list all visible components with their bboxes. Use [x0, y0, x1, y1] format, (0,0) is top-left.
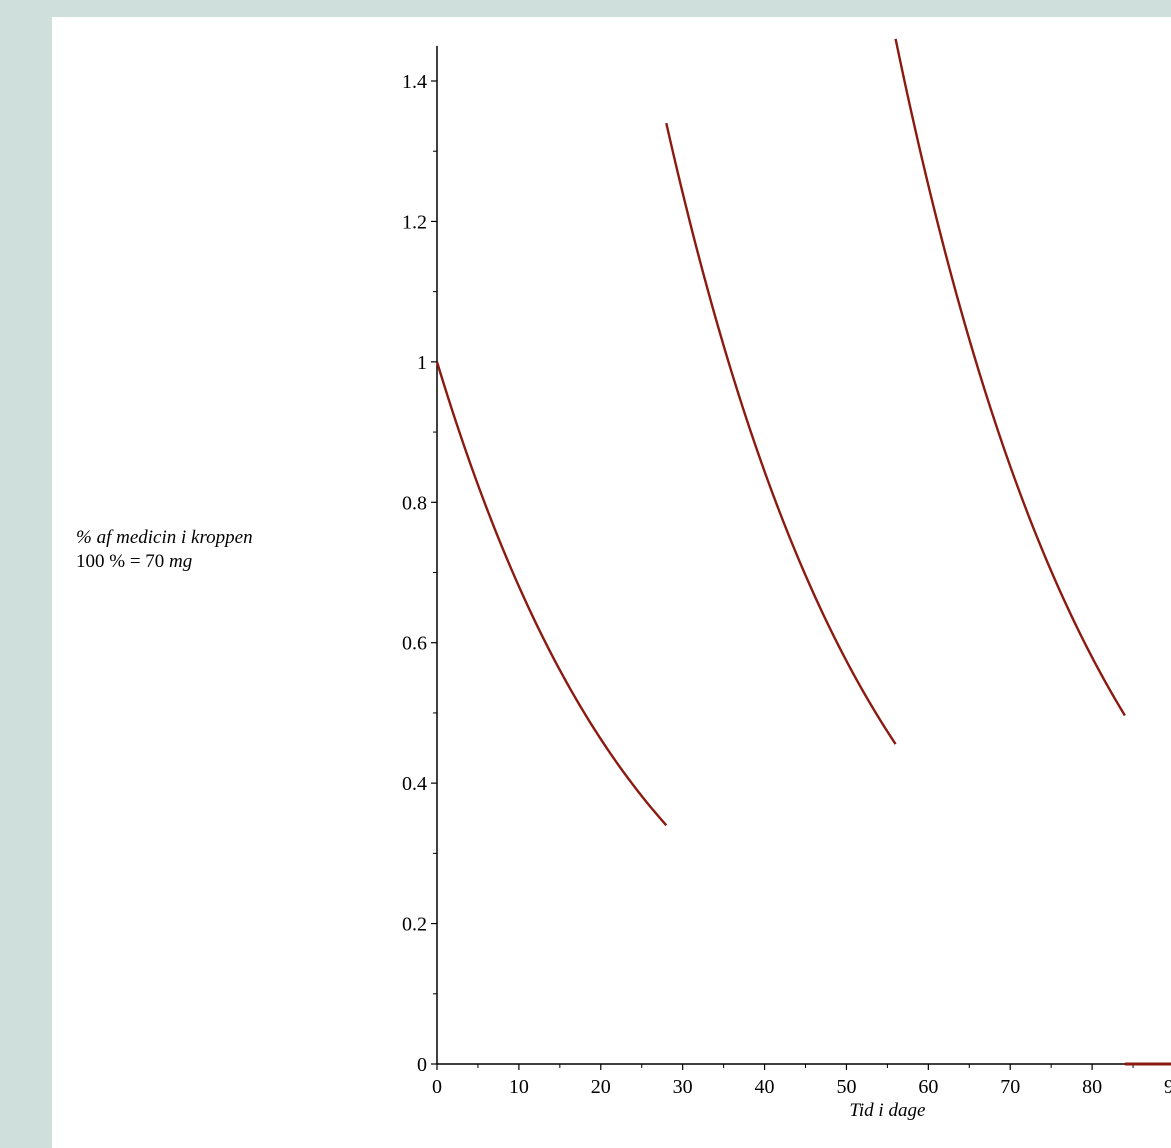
y-tick-label: 1.4	[402, 71, 427, 93]
series-line-1	[435, 361, 668, 827]
y-axis-label-line1: % af medicin i kroppen	[76, 527, 253, 548]
y-tick-label: 0.8	[402, 492, 427, 514]
x-tick-label: 80	[1082, 1076, 1102, 1098]
x-tick-label: 30	[673, 1076, 693, 1098]
y-axis-label-line2: 100 % = 70 mg	[76, 551, 193, 572]
x-tick-label: 70	[1000, 1076, 1020, 1098]
x-tick-label: 40	[755, 1076, 775, 1098]
x-tick-label: 50	[836, 1076, 856, 1098]
x-tick-label: 90	[1164, 1076, 1171, 1098]
series-line-2	[665, 122, 897, 745]
y-tick-label: 0.2	[402, 914, 427, 936]
x-tick-label: 60	[918, 1076, 938, 1098]
series-line-3	[894, 38, 1126, 717]
x-tick-label: 0	[432, 1076, 442, 1098]
y-tick-label: 0	[417, 1054, 427, 1076]
x-axis-label: Tid i dage	[849, 1100, 925, 1121]
x-tick-label: 20	[591, 1076, 611, 1098]
plot-panel: 0 0.2 0.4 0.6 0.8 1 1.2 1.4 0 10 20 30 40 50 60 70 80 90 T…	[52, 17, 1171, 1148]
y-tick-label: 1	[417, 352, 427, 374]
x-tick-label: 10	[509, 1076, 529, 1098]
y-tick-label: 0.6	[402, 633, 427, 655]
y-tick-label: 0.4	[402, 773, 427, 795]
y-tick-label: 1.2	[402, 211, 427, 233]
chart-svg: 0 0.2 0.4 0.6 0.8 1 1.2 1.4 0 10 20 30 40 50 60 70 80 90 T…	[402, 38, 1171, 1121]
